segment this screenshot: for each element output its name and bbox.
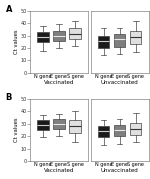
PathPatch shape	[98, 36, 109, 48]
PathPatch shape	[37, 120, 49, 130]
PathPatch shape	[37, 32, 49, 42]
PathPatch shape	[53, 119, 65, 129]
X-axis label: Unvaccinated: Unvaccinated	[101, 168, 138, 173]
PathPatch shape	[69, 120, 81, 132]
X-axis label: Unvaccinated: Unvaccinated	[101, 80, 138, 85]
PathPatch shape	[69, 28, 81, 39]
PathPatch shape	[98, 126, 109, 137]
X-axis label: Vaccinated: Vaccinated	[44, 168, 74, 173]
Y-axis label: Ct values: Ct values	[14, 118, 19, 142]
X-axis label: Vaccinated: Vaccinated	[44, 80, 74, 85]
PathPatch shape	[53, 31, 65, 41]
PathPatch shape	[130, 123, 141, 135]
PathPatch shape	[114, 34, 125, 47]
Text: A: A	[6, 4, 12, 14]
Y-axis label: Ct values: Ct values	[14, 30, 19, 54]
Text: B: B	[6, 93, 12, 102]
PathPatch shape	[130, 31, 141, 44]
PathPatch shape	[114, 125, 125, 136]
